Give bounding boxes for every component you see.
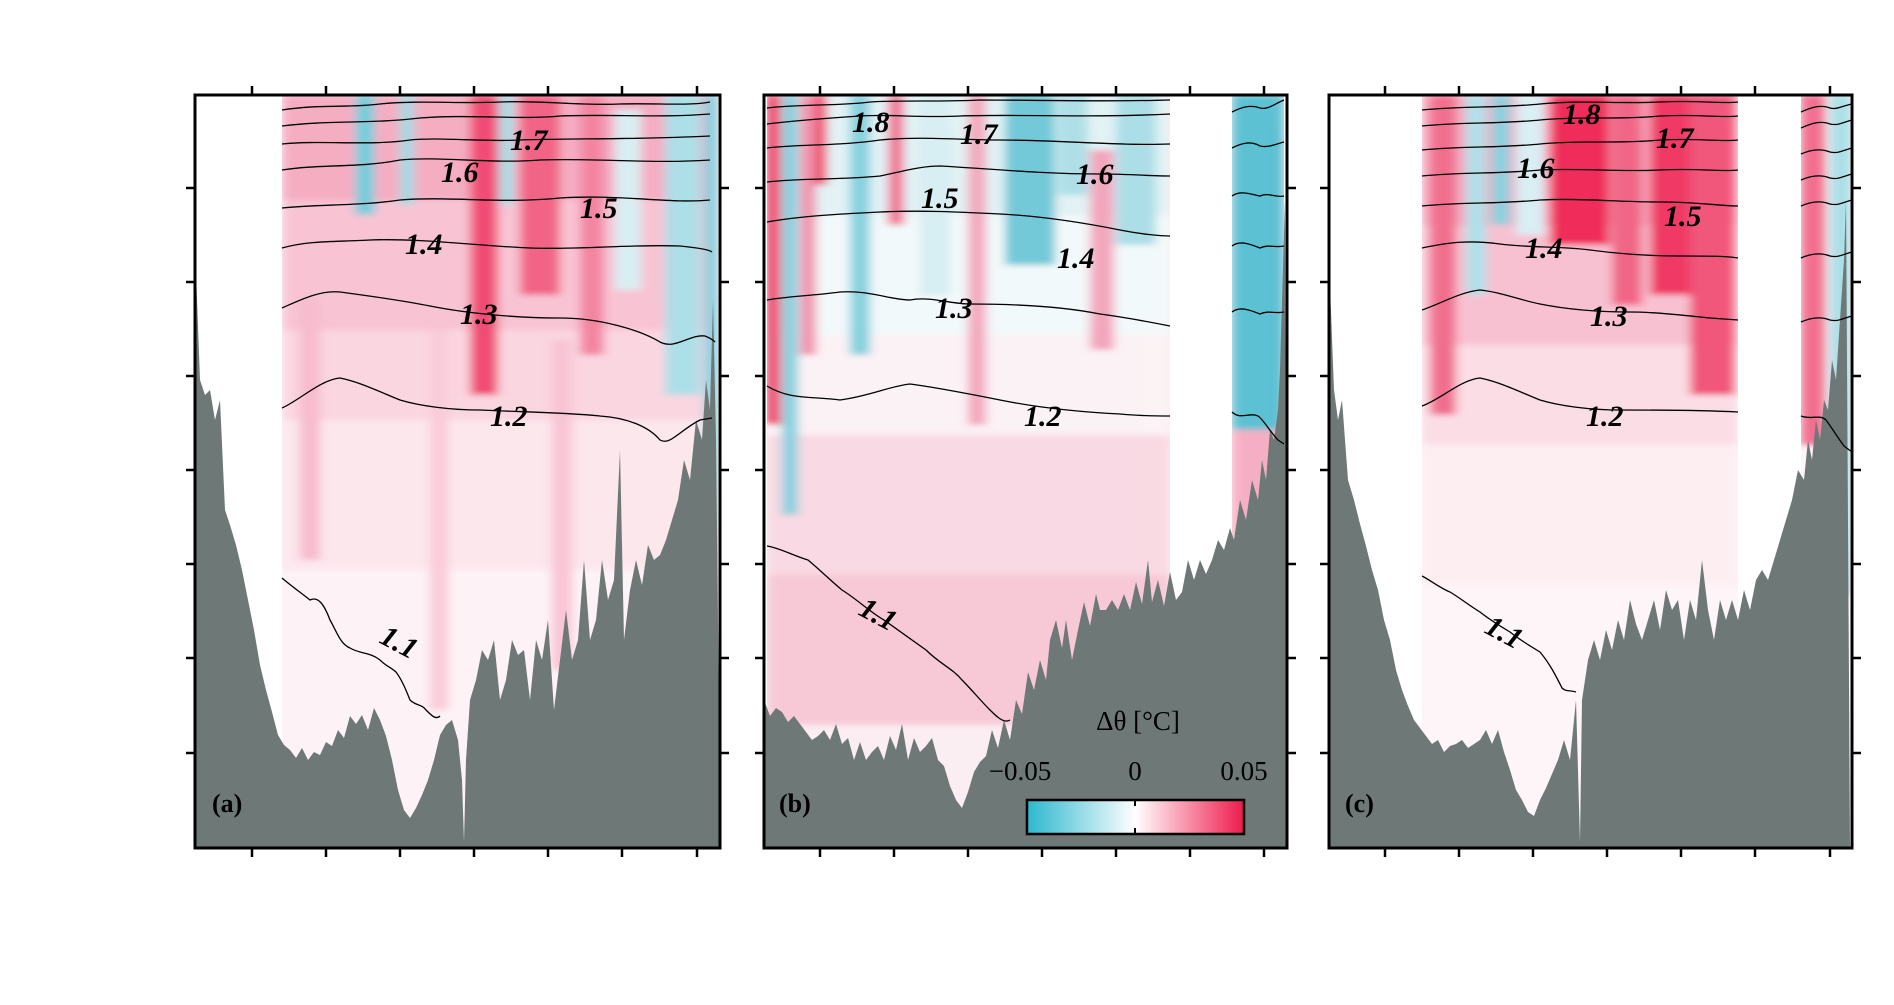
contour-label-a-5: 1.5: [580, 192, 618, 225]
contour-label-c-3: 1.3: [1590, 300, 1628, 333]
contour-label-c-2: 1.2: [1586, 400, 1624, 433]
panel-label-a: (a): [212, 789, 242, 818]
ticks-b: [755, 86, 1296, 857]
contour-labels-a: 1.1 1.2 1.3 1.4 1.5 1.6 1.7: [375, 124, 618, 666]
contour-label-a-7: 1.7: [510, 124, 549, 157]
panel-label-b: (b): [779, 789, 811, 818]
contour-label-a-4: 1.4: [405, 228, 443, 261]
colorbar-mid-label: 0: [1128, 756, 1142, 786]
topography-c: [1329, 200, 1850, 848]
ticks-a: [186, 86, 729, 857]
panel-frame-b: [762, 93, 1289, 850]
contour-label-b-3: 1.3: [935, 292, 973, 325]
contours-a: [281, 100, 716, 719]
colorbar: Δθ [°C] −0.05 0 0.05: [989, 706, 1268, 836]
panel-c: 1.1 1.2 1.3 1.4 1.5 1.6 1.7 1.8 (c): [1320, 86, 1861, 857]
colorbar-title: Δθ [°C]: [1096, 706, 1180, 736]
panel-b: 1.1 1.2 1.3 1.4 1.5 1.6 1.7 1.8 (b) Δθ […: [755, 86, 1296, 857]
contour-label-b-5: 1.5: [921, 182, 959, 215]
contour-label-b-6: 1.6: [1076, 158, 1114, 191]
panel-label-c: (c): [1345, 789, 1374, 818]
contour-label-a-6: 1.6: [441, 156, 479, 189]
contours-b: [766, 99, 1285, 722]
panel-frame-a: [193, 93, 722, 850]
panel-frame-c: [1327, 93, 1854, 850]
topography-a: [195, 245, 720, 848]
contour-label-c-7: 1.7: [1656, 122, 1695, 155]
contours-c: [1421, 100, 1853, 693]
contour-labels-c: 1.1 1.2 1.3 1.4 1.5 1.6 1.7 1.8: [1480, 98, 1702, 656]
topography-b: [764, 200, 1287, 848]
contour-label-c-5: 1.5: [1664, 200, 1702, 233]
anomaly-field-a: [282, 95, 718, 840]
colorbar-max-label: 0.05: [1220, 756, 1267, 786]
contour-label-b-4: 1.4: [1057, 242, 1095, 275]
contour-label-b-8: 1.8: [852, 106, 890, 139]
colorbar-min-label: −0.05: [989, 756, 1051, 786]
ticks-c: [1320, 86, 1861, 857]
panel-a: 1.1 1.2 1.3 1.4 1.5 1.6 1.7 (a): [186, 86, 729, 857]
contour-label-b-7: 1.7: [960, 118, 999, 151]
contour-label-b-2: 1.2: [1024, 400, 1062, 433]
contour-label-c-8: 1.8: [1563, 98, 1601, 131]
contour-label-c-6: 1.6: [1517, 152, 1555, 185]
contour-label-a-3: 1.3: [460, 298, 498, 331]
contour-label-c-4: 1.4: [1525, 232, 1563, 265]
contour-label-a-2: 1.2: [490, 400, 528, 433]
